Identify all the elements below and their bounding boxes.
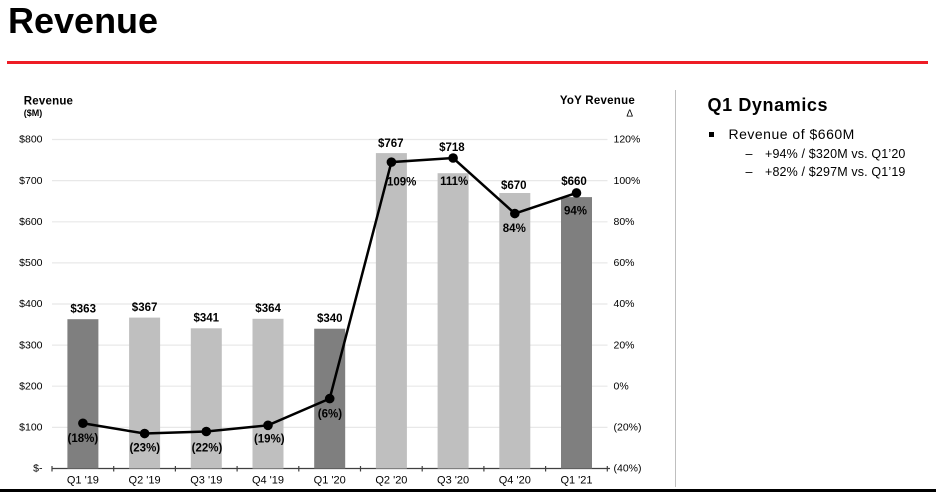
svg-text:120%: 120% [614, 134, 641, 146]
svg-text:(20%): (20%) [614, 422, 642, 434]
svg-text:100%: 100% [614, 175, 641, 187]
svg-text:$340: $340 [317, 313, 343, 325]
svg-text:$100: $100 [19, 422, 43, 434]
svg-text:$600: $600 [19, 216, 43, 228]
svg-text:Q1 '20: Q1 '20 [314, 475, 346, 487]
svg-text:$718: $718 [439, 142, 465, 154]
svg-text:Q2 '20: Q2 '20 [375, 475, 407, 487]
svg-text:$400: $400 [19, 298, 43, 310]
svg-text:YoY Revenue: YoY Revenue [560, 95, 635, 107]
svg-text:$700: $700 [19, 175, 43, 187]
svg-text:$500: $500 [19, 257, 43, 269]
svg-text:$800: $800 [19, 134, 43, 146]
svg-text:40%: 40% [614, 298, 635, 310]
svg-text:$364: $364 [255, 303, 281, 315]
svg-text:$200: $200 [19, 380, 43, 392]
svg-text:(22%): (22%) [192, 442, 223, 454]
svg-text:109%: 109% [387, 177, 416, 189]
svg-text:$300: $300 [19, 339, 43, 351]
svg-text:(23%): (23%) [129, 443, 160, 455]
svg-text:Q1 '19: Q1 '19 [67, 475, 99, 487]
svg-text:(6%): (6%) [318, 408, 342, 420]
svg-text:$367: $367 [132, 302, 158, 314]
svg-text:$-: $- [33, 463, 43, 475]
svg-text:0%: 0% [614, 380, 629, 392]
svg-text:Q4 '19: Q4 '19 [252, 475, 284, 487]
svg-text:Q3 '19: Q3 '19 [190, 475, 222, 487]
svg-text:111%: 111% [440, 176, 468, 188]
svg-text:60%: 60% [614, 257, 635, 269]
svg-text:Δ: Δ [626, 108, 633, 119]
svg-text:(19%): (19%) [254, 433, 285, 445]
svg-text:20%: 20% [614, 339, 635, 351]
svg-text:Q3 '20: Q3 '20 [437, 475, 469, 487]
svg-text:Revenue: Revenue [24, 95, 73, 107]
svg-text:($M): ($M) [24, 108, 43, 118]
svg-text:$767: $767 [378, 138, 404, 150]
svg-text:94%: 94% [564, 206, 587, 218]
svg-text:80%: 80% [614, 216, 635, 228]
svg-text:(18%): (18%) [68, 433, 99, 445]
svg-text:$341: $341 [194, 313, 220, 325]
svg-text:$660: $660 [561, 176, 587, 188]
svg-text:Q4 '20: Q4 '20 [499, 475, 531, 487]
svg-text:$363: $363 [70, 303, 96, 315]
svg-text:Q1 '21: Q1 '21 [560, 475, 592, 487]
svg-text:84%: 84% [503, 223, 526, 235]
svg-text:Q2 '19: Q2 '19 [129, 475, 161, 487]
svg-text:$670: $670 [501, 180, 527, 192]
svg-text:(40%): (40%) [614, 463, 642, 475]
